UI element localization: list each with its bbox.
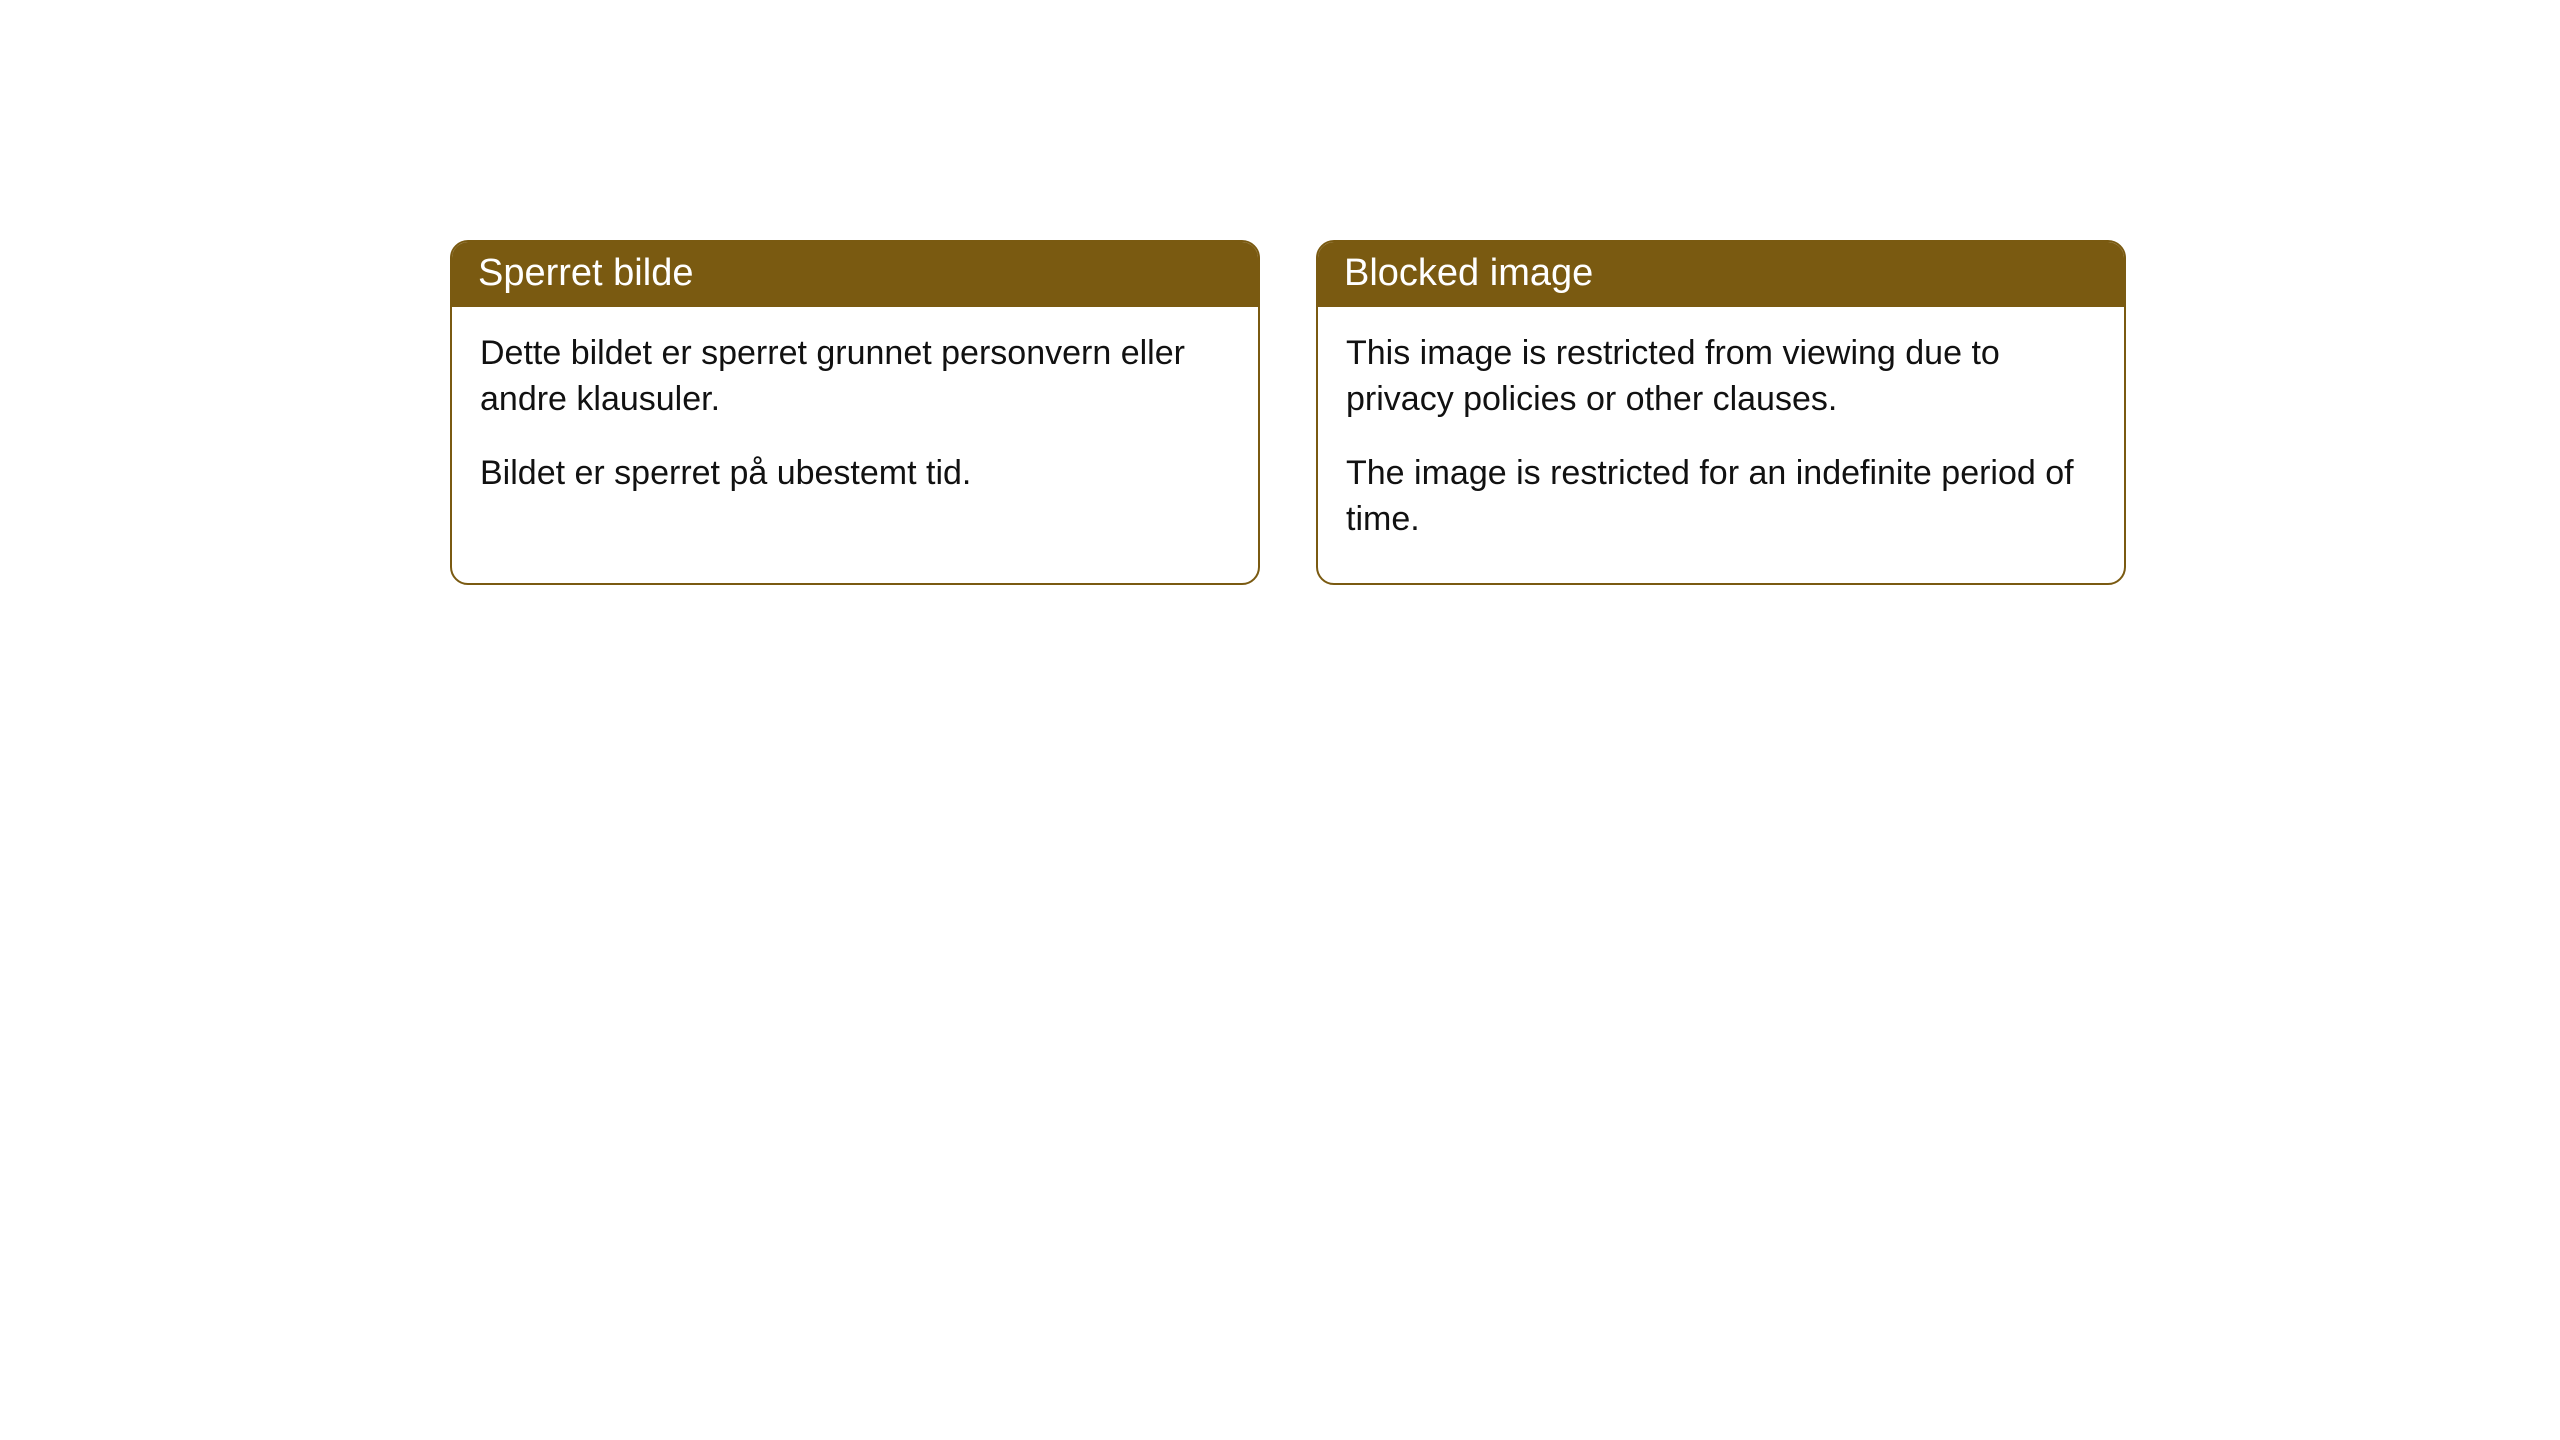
- card-header: Sperret bilde: [452, 242, 1258, 307]
- card-header: Blocked image: [1318, 242, 2124, 307]
- card-paragraph: This image is restricted from viewing du…: [1346, 331, 2096, 423]
- card-paragraph: Bildet er sperret på ubestemt tid.: [480, 451, 1230, 497]
- card-paragraph: The image is restricted for an indefinit…: [1346, 451, 2096, 543]
- card-body: This image is restricted from viewing du…: [1318, 307, 2124, 583]
- notice-card-norwegian: Sperret bilde Dette bildet er sperret gr…: [450, 240, 1260, 585]
- card-paragraph: Dette bildet er sperret grunnet personve…: [480, 331, 1230, 423]
- card-body: Dette bildet er sperret grunnet personve…: [452, 307, 1258, 537]
- notice-card-english: Blocked image This image is restricted f…: [1316, 240, 2126, 585]
- notice-cards-container: Sperret bilde Dette bildet er sperret gr…: [450, 240, 2126, 585]
